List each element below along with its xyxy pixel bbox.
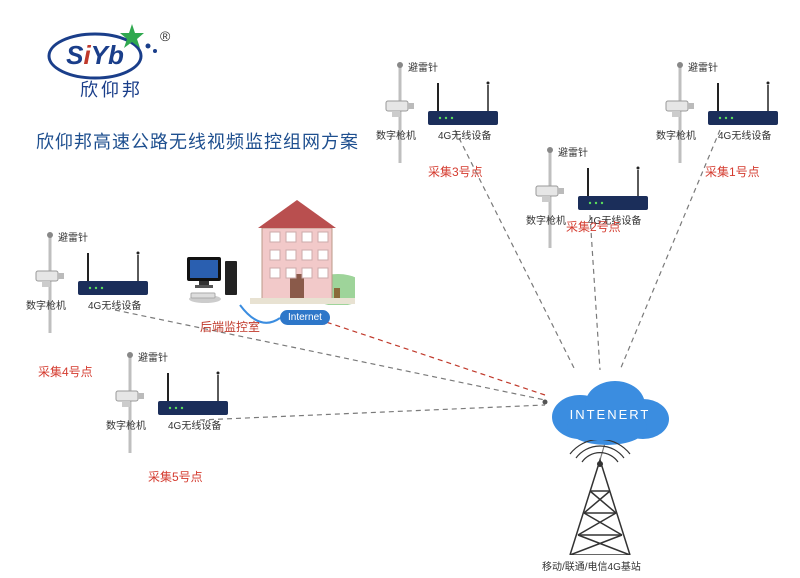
point-label-p1: 采集1号点 [705, 163, 760, 180]
point-label-p4: 采集4号点 [38, 363, 93, 380]
monitor-pc [185, 255, 240, 305]
router-label: 4G无线设备 [438, 127, 491, 142]
lightning-rod-label: 避雷针 [688, 59, 718, 74]
control-room-label: 后端监控室 [200, 318, 260, 335]
collection-point-p3: 避雷针数字枪机4G无线设备 [380, 55, 530, 175]
router-label: 4G无线设备 [168, 417, 221, 432]
base-station-label: 移动/联通/电信4G基站 [542, 558, 641, 573]
camera-label: 数字枪机 [106, 417, 146, 432]
lightning-rod-label: 避雷针 [408, 59, 438, 74]
point-label-p3: 采集3号点 [428, 163, 483, 180]
router-label: 4G无线设备 [88, 297, 141, 312]
svg-text:INTENERT: INTENERT [570, 407, 651, 422]
collection-point-p5: 避雷针数字枪机4G无线设备 [110, 345, 260, 465]
connection-line [320, 320, 545, 395]
collection-point-p4: 避雷针数字枪机4G无线设备 [30, 225, 180, 345]
collection-point-p1: 避雷针数字枪机4G无线设备 [660, 55, 800, 175]
lightning-rod-label: 避雷针 [558, 144, 588, 159]
camera-label: 数字枪机 [376, 127, 416, 142]
registered-mark: ® [160, 28, 170, 44]
lightning-rod-label: 避雷针 [138, 349, 168, 364]
point-label-p2: 采集2号点 [566, 218, 621, 235]
point-label-p5: 采集5号点 [148, 468, 203, 485]
diagram-title: 欣仰邦高速公路无线视频监控组网方案 [36, 128, 359, 154]
brand-logo: SiYb ® 欣仰邦 [40, 18, 200, 98]
internet-cloud: INTENERT [545, 375, 675, 445]
svg-text:SiYb: SiYb [66, 40, 124, 70]
control-building [250, 190, 355, 305]
camera-label: 数字枪机 [26, 297, 66, 312]
internet-badge: Internet [280, 310, 330, 325]
logo-subtitle: 欣仰邦 [80, 76, 143, 102]
lightning-rod-label: 避雷针 [58, 229, 88, 244]
collection-point-p2: 避雷针数字枪机4G无线设备 [530, 140, 680, 260]
cell-tower [560, 440, 640, 555]
camera-label: 数字枪机 [526, 212, 566, 227]
router-label: 4G无线设备 [718, 127, 771, 142]
